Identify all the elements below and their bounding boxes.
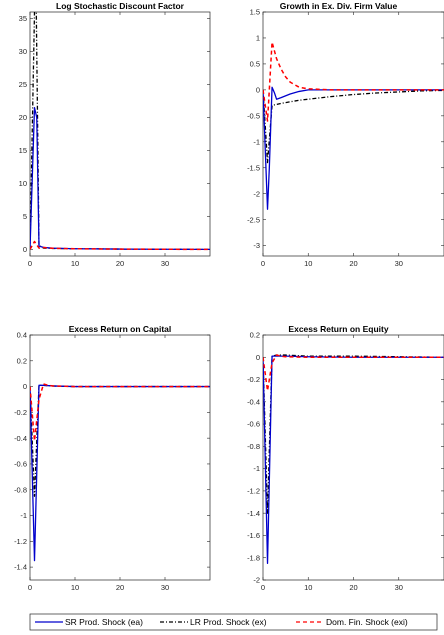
y-tick-label: 10 — [19, 179, 27, 188]
y-tick-label: -2 — [253, 576, 260, 585]
y-tick-label: -2 — [253, 189, 260, 198]
y-tick-label: -0.2 — [247, 375, 260, 384]
y-tick-label: -1 — [20, 511, 27, 520]
series-group — [30, 383, 210, 562]
y-tick-label: -1.8 — [247, 553, 260, 562]
y-tick-label: 0 — [256, 85, 260, 94]
chart-panel-2: Growth in Ex. Div. Firm Value -3 -2.5 -2 -1.… — [247, 1, 444, 268]
series-line-lr — [263, 89, 444, 164]
y-tick-label: 15 — [19, 146, 27, 155]
y-tick-label: 30 — [19, 47, 27, 56]
x-tick-label: 10 — [71, 583, 79, 592]
x-tick-label: 20 — [349, 583, 357, 592]
y-tick-label: -1.5 — [247, 163, 260, 172]
chart-panel-1: Log Stochastic Discount Factor 0 5 10 15 20 25… — [19, 1, 211, 268]
series-group — [263, 354, 444, 564]
y-tick-label: 0 — [23, 382, 27, 391]
y-tick-label: -0.4 — [247, 397, 260, 406]
y-tick-label: -0.8 — [14, 485, 27, 494]
y-tick-label: -0.4 — [14, 434, 27, 443]
x-tick-label: 0 — [28, 259, 32, 268]
plot-area — [29, 334, 211, 581]
x-tick-label: 20 — [116, 259, 124, 268]
x-tick-label: 30 — [395, 259, 403, 268]
series-group — [30, 12, 210, 251]
x-tick-label: 20 — [349, 259, 357, 268]
legend-label: LR Prod. Shock (ex) — [190, 617, 267, 627]
y-tick-label: -1.4 — [247, 509, 260, 518]
series-line-dom — [263, 354, 444, 392]
legend: SR Prod. Shock (ea) LR Prod. Shock (ex) Do… — [29, 613, 438, 631]
y-tick-label: 5 — [23, 212, 27, 221]
x-tick-label: 10 — [71, 259, 79, 268]
y-tick-label: 35 — [19, 14, 27, 23]
y-tick-label: 25 — [19, 80, 27, 89]
x-tick-label: 30 — [161, 583, 169, 592]
y-tick-label: -1 — [253, 464, 260, 473]
x-tick-label: 30 — [395, 583, 403, 592]
series-line-dom — [263, 41, 444, 122]
y-tick-label: -0.6 — [14, 460, 27, 469]
legend-label: SR Prod. Shock (ea) — [65, 617, 143, 627]
y-tick-label: -1.2 — [247, 487, 260, 496]
y-tick-label: -0.5 — [247, 111, 260, 120]
series-line-dom — [30, 240, 210, 251]
plot-area — [262, 11, 444, 257]
x-tick-label: 0 — [261, 583, 265, 592]
series-line-dom — [30, 383, 210, 442]
chart-title: Excess Return on Equity — [288, 324, 388, 334]
series-group — [263, 41, 444, 210]
y-tick-label: 0 — [23, 245, 27, 254]
y-tick-label: -0.6 — [247, 420, 260, 429]
y-tick-label: -1.2 — [14, 537, 27, 546]
y-tick-label: -0.8 — [247, 442, 260, 451]
y-tick-label: 0.2 — [17, 356, 27, 365]
chart-title: Log Stochastic Discount Factor — [56, 1, 185, 11]
y-tick-label: 0.4 — [17, 331, 27, 340]
chart-title: Growth in Ex. Div. Firm Value — [280, 1, 398, 11]
y-tick-label: 0 — [256, 353, 260, 362]
y-tick-label: 1.5 — [250, 8, 260, 17]
x-tick-label: 20 — [116, 583, 124, 592]
x-tick-label: 0 — [28, 583, 32, 592]
legend-box — [29, 613, 438, 631]
series-line-sr — [263, 86, 444, 210]
y-tick-label: 0.2 — [250, 331, 260, 340]
x-tick-label: 30 — [161, 259, 169, 268]
y-tick-label: -1 — [253, 137, 260, 146]
x-tick-label: 10 — [304, 259, 312, 268]
plot-area — [29, 11, 211, 257]
legend-label: Dom. Fin. Shock (exi) — [326, 617, 408, 627]
chart-panel-3: Excess Return on Capital -1.4 -1.2 -1 -0.8 -0… — [14, 324, 211, 592]
y-tick-label: -0.2 — [14, 408, 27, 417]
y-tick-label: 1 — [256, 34, 260, 43]
chart-title: Excess Return on Capital — [69, 324, 172, 334]
y-tick-label: -1.6 — [247, 531, 260, 540]
y-tick-label: -3 — [253, 241, 260, 250]
y-tick-label: 20 — [19, 113, 27, 122]
y-tick-label: 0.5 — [250, 60, 260, 69]
y-tick-label: -2.5 — [247, 215, 260, 224]
x-tick-label: 0 — [261, 259, 265, 268]
x-tick-label: 10 — [304, 583, 312, 592]
chart-panel-4: Excess Return on Equity -2 -1.8 -1.6 -1.4 -1.… — [247, 324, 444, 592]
y-tick-label: -1.4 — [14, 563, 27, 572]
plot-area — [262, 334, 444, 581]
